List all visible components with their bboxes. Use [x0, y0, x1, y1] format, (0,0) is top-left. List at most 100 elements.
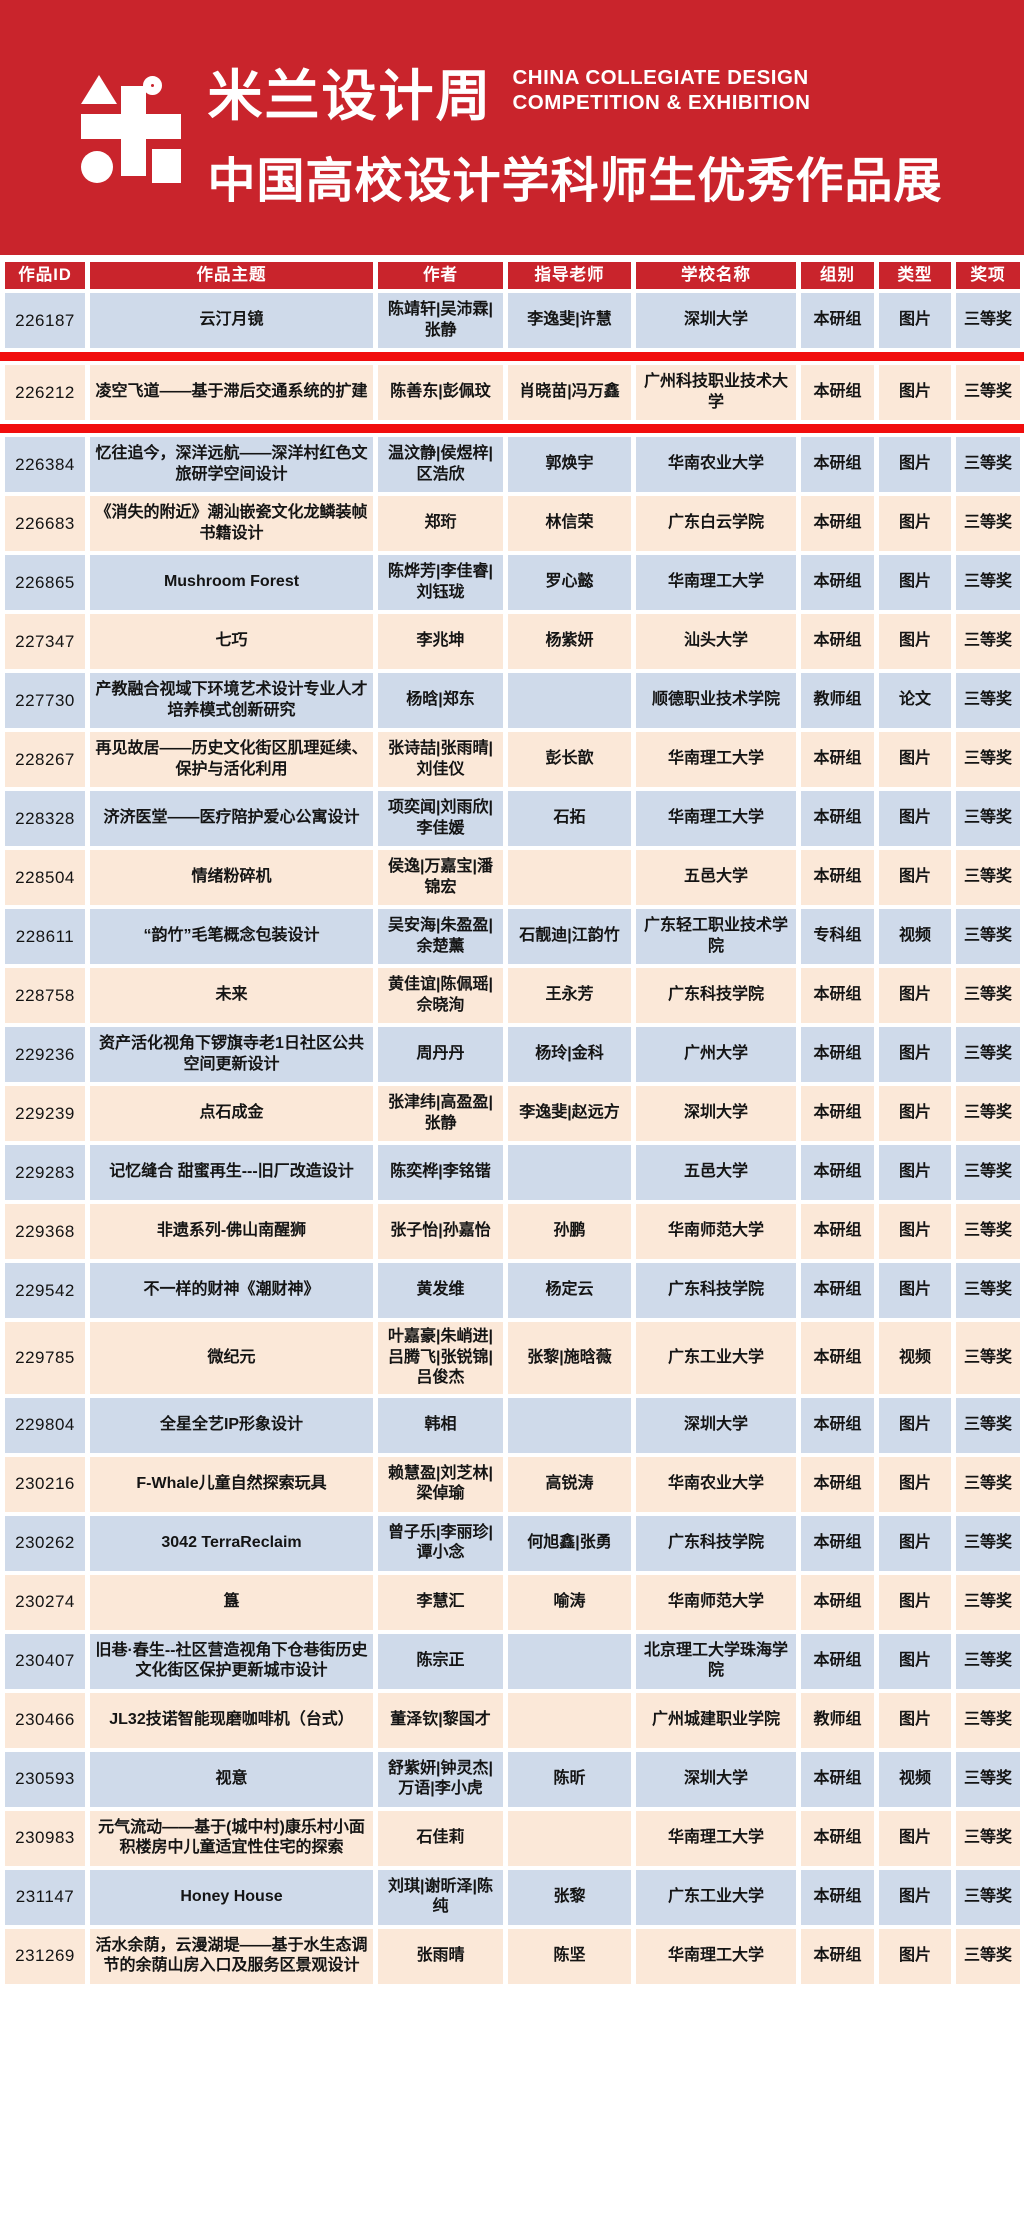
cell-title: Mushroom Forest [90, 555, 373, 611]
cell-award: 三等奖 [956, 1263, 1020, 1319]
cell-group: 教师组 [801, 673, 874, 729]
cell-award: 三等奖 [956, 1928, 1020, 1984]
cell-advisors: 张黎 [508, 1869, 631, 1925]
cell-award: 三等奖 [956, 1810, 1020, 1866]
milan-design-week-logo-icon [81, 74, 182, 187]
cell-type: 图片 [879, 968, 951, 1024]
cell-group: 本研组 [801, 293, 874, 349]
cell-group: 本研组 [801, 437, 874, 493]
cell-advisors: 李逸斐|许慧 [508, 293, 631, 349]
cell-title: 再见故居——历史文化街区肌理延续、保护与活化利用 [90, 732, 373, 788]
cell-group: 本研组 [801, 555, 874, 611]
table-row: 228611 “韵竹”毛笔概念包装设计 吴安海|朱盈盈|余楚薰 石靓迪|江韵竹 广东轻工… [5, 909, 1020, 965]
table-row: 229368 非遗系列-佛山南醒狮 张子怡|孙嘉怡 孙鹏 华南师范大学 本研组 图片 三等奖 [5, 1204, 1020, 1260]
cell-authors: 周丹丹 [378, 1027, 503, 1083]
cell-title: JL32技诺智能现磨咖啡机（台式） [90, 1692, 373, 1748]
cell-id: 228611 [5, 909, 85, 965]
cell-advisors: 张黎|施晗薇 [508, 1322, 631, 1394]
cell-school: 广州城建职业学院 [636, 1692, 796, 1748]
cell-advisors: 杨紫妍 [508, 614, 631, 670]
cell-title: 点石成金 [90, 1086, 373, 1142]
table-row: 226865 Mushroom Forest 陈烨芳|李佳睿|刘钰珑 罗心懿 华南理工大… [5, 555, 1020, 611]
column-header-id: 作品ID [5, 262, 85, 290]
cell-school: 广东工业大学 [636, 1322, 796, 1394]
cell-type: 视频 [879, 909, 951, 965]
cell-type: 图片 [879, 1456, 951, 1512]
cell-award: 三等奖 [956, 1515, 1020, 1571]
cell-id: 229283 [5, 1145, 85, 1201]
logo-filled-circle-icon [81, 150, 114, 183]
cell-group: 教师组 [801, 1692, 874, 1748]
cell-group: 本研组 [801, 1869, 874, 1925]
table-row: 226683 《消失的附近》潮汕嵌瓷文化龙鳞装帧书籍设计 郑珩 林信荣 广东白云学院 本研… [5, 496, 1020, 552]
cell-id: 229236 [5, 1027, 85, 1083]
cell-authors: 张子怡|孙嘉怡 [378, 1204, 503, 1260]
cell-advisors: 杨玲|金科 [508, 1027, 631, 1083]
cell-authors: 陈奕桦|李铭锴 [378, 1145, 503, 1201]
banner-title-en-line2: COMPETITION & EXHIBITION [512, 90, 811, 114]
cell-id: 230407 [5, 1633, 85, 1689]
cell-id: 229804 [5, 1397, 85, 1453]
cell-school: 深圳大学 [636, 293, 796, 349]
cell-school: 广东白云学院 [636, 496, 796, 552]
cell-group: 本研组 [801, 1633, 874, 1689]
cell-type: 图片 [879, 1515, 951, 1571]
cell-award: 三等奖 [956, 614, 1020, 670]
table-row: 228504 情绪粉碎机 侯逸|万嘉宝|潘锦宏 五邑大学 本研组 图片 三等奖 [5, 850, 1020, 906]
table-row: 229283 记忆缝合 甜蜜再生---旧厂改造设计 陈奕桦|李铭锴 五邑大学 本研组 图片… [5, 1145, 1020, 1201]
cell-school: 广东工业大学 [636, 1869, 796, 1925]
cell-advisors [508, 1633, 631, 1689]
cell-school: 顺德职业技术学院 [636, 673, 796, 729]
cell-group: 本研组 [801, 1751, 874, 1807]
cell-authors: 张津纬|高盈盈|张静 [378, 1086, 503, 1142]
cell-award: 三等奖 [956, 437, 1020, 493]
cell-type: 图片 [879, 1810, 951, 1866]
cell-group: 本研组 [801, 1397, 874, 1453]
cell-advisors: 罗心懿 [508, 555, 631, 611]
cell-type: 图片 [879, 293, 951, 349]
cell-authors: 张诗喆|张雨晴|刘佳仪 [378, 732, 503, 788]
table-row: 227730 产教融合视域下环境艺术设计专业人才培养模式创新研究 杨晗|郑东 顺德职业… [5, 673, 1020, 729]
cell-type: 图片 [879, 1145, 951, 1201]
cell-school: 深圳大学 [636, 1751, 796, 1807]
cell-type: 图片 [879, 1397, 951, 1453]
cell-authors: 陈烨芳|李佳睿|刘钰珑 [378, 555, 503, 611]
cell-title: “韵竹”毛笔概念包装设计 [90, 909, 373, 965]
cell-school: 五邑大学 [636, 1145, 796, 1201]
table-row: 229785 微纪元 叶嘉豪|朱峭进|吕腾飞|张锐锦|吕俊杰 张黎|施晗薇 广东工业大学… [5, 1322, 1020, 1394]
cell-award: 三等奖 [956, 732, 1020, 788]
cell-group: 本研组 [801, 1204, 874, 1260]
cell-id: 226212 [5, 365, 85, 421]
cell-award: 三等奖 [956, 1397, 1020, 1453]
cell-advisors: 彭长歆 [508, 732, 631, 788]
cell-title: 资产活化视角下锣旗寺老1日社区公共空间更新设计 [90, 1027, 373, 1083]
cell-award: 三等奖 [956, 555, 1020, 611]
cell-id: 227730 [5, 673, 85, 729]
cell-school: 汕头大学 [636, 614, 796, 670]
cell-award: 三等奖 [956, 1869, 1020, 1925]
table-row: 228758 未来 黄佳谊|陈佩瑶|佘晓洵 王永芳 广东科技学院 本研组 图片 三等奖 [5, 968, 1020, 1024]
cell-award: 三等奖 [956, 1574, 1020, 1630]
cell-group: 本研组 [801, 1928, 874, 1984]
cell-type: 图片 [879, 791, 951, 847]
cell-authors: 李慧汇 [378, 1574, 503, 1630]
column-header-school: 学校名称 [636, 262, 796, 290]
cell-advisors: 喻涛 [508, 1574, 631, 1630]
table-header-row: 作品ID 作品主题 作者 指导老师 学校名称 组别 类型 奖项 [5, 262, 1020, 290]
cell-id: 227347 [5, 614, 85, 670]
cell-advisors [508, 1692, 631, 1748]
cell-id: 230593 [5, 1751, 85, 1807]
cell-authors: 侯逸|万嘉宝|潘锦宏 [378, 850, 503, 906]
table-row: 231269 活水余荫，云漫湖堤——基于水生态调节的余荫山房入口及服务区景观设计张… [5, 1928, 1020, 1984]
cell-school: 广东轻工职业技术学院 [636, 909, 796, 965]
column-header-advisors: 指导老师 [508, 262, 631, 290]
table-row: 229239 点石成金 张津纬|高盈盈|张静 李逸斐|赵远方 深圳大学 本研组 图片 三等奖 [5, 1086, 1020, 1142]
cell-school: 五邑大学 [636, 850, 796, 906]
cell-group: 本研组 [801, 791, 874, 847]
cell-authors: 刘琪|谢昕泽|陈纯 [378, 1869, 503, 1925]
banner-subtitle-cn: 中国高校设计学科师生优秀作品展 [207, 154, 943, 208]
cell-award: 三等奖 [956, 850, 1020, 906]
cell-school: 广州大学 [636, 1027, 796, 1083]
cell-group: 本研组 [801, 850, 874, 906]
cell-group: 本研组 [801, 1145, 874, 1201]
